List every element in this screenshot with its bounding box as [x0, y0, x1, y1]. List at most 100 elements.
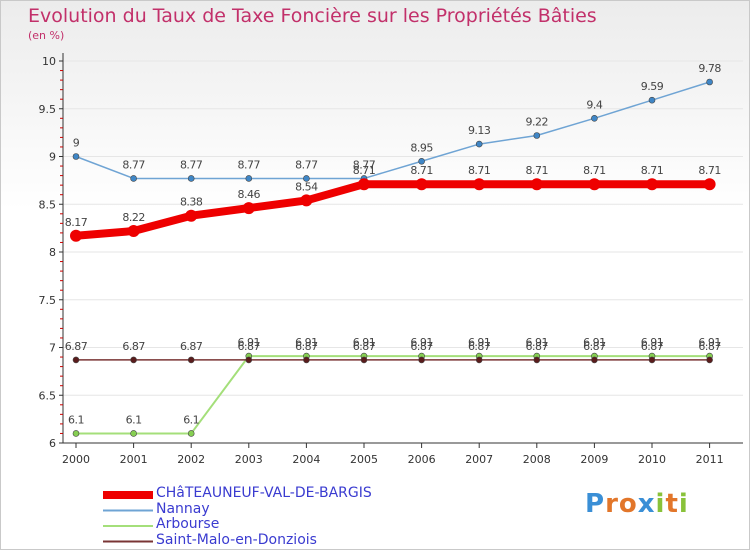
- data-point: [475, 356, 483, 364]
- data-label: 6.87: [410, 340, 433, 353]
- data-label: 6.91: [353, 336, 376, 349]
- data-label: 8.77: [295, 158, 318, 171]
- data-point: [588, 178, 601, 191]
- data-label: 8.77: [353, 158, 376, 171]
- data-label: 9.4: [586, 98, 602, 111]
- data-label: 9: [73, 137, 80, 150]
- data-point: [303, 175, 310, 182]
- data-label: 8.71: [583, 164, 606, 177]
- data-point: [591, 115, 598, 122]
- data-label: 6.91: [410, 336, 433, 349]
- data-point: [130, 356, 137, 364]
- data-label: 8.54: [295, 180, 318, 193]
- data-point: [415, 178, 428, 191]
- x-tick-label: 2004: [292, 453, 320, 466]
- legend-label: Saint-Malo-en-Donziois: [156, 531, 317, 548]
- y-tick-label: 9: [49, 151, 56, 164]
- data-label: 8.38: [180, 196, 203, 209]
- data-label: 6.91: [583, 336, 606, 349]
- data-point: [72, 356, 80, 364]
- data-label: 6.87: [295, 340, 318, 353]
- y-tick-label: 6: [49, 437, 56, 450]
- data-point: [533, 356, 541, 364]
- data-label: 6.87: [353, 340, 376, 353]
- data-point: [72, 153, 80, 160]
- proxiti-logo: Proxiti: [585, 489, 689, 519]
- data-label: 6.87: [122, 340, 145, 353]
- data-point: [187, 175, 195, 182]
- data-point: [127, 224, 140, 237]
- y-tick-label: 8.5: [39, 198, 57, 211]
- data-label: 9.13: [468, 124, 491, 137]
- data-point: [187, 430, 195, 437]
- data-label: 8.17: [65, 216, 88, 229]
- data-point: [591, 356, 598, 364]
- data-label: 8.71: [698, 164, 721, 177]
- data-label: 6.91: [295, 336, 318, 349]
- data-label: 6.87: [526, 340, 549, 353]
- data-label: 6.87: [238, 340, 261, 353]
- y-tick-label: 7.5: [39, 294, 57, 307]
- data-point: [418, 356, 425, 364]
- data-label: 6.1: [126, 413, 142, 426]
- data-label: 8.77: [180, 158, 203, 171]
- data-point: [300, 194, 313, 207]
- x-tick-label: 2005: [350, 453, 378, 466]
- data-point: [130, 430, 137, 437]
- y-tick-label: 7: [49, 342, 56, 355]
- data-label: 6.87: [698, 340, 721, 353]
- data-point: [360, 356, 368, 364]
- data-label: 6.91: [641, 336, 664, 349]
- data-label: 8.71: [410, 164, 433, 177]
- data-point: [475, 140, 483, 148]
- data-point: [533, 132, 541, 139]
- x-tick-label: 2010: [638, 453, 666, 466]
- data-label: 6.91: [468, 336, 491, 349]
- data-point: [185, 209, 198, 222]
- x-tick-label: 2007: [465, 453, 493, 466]
- data-label: 6.87: [180, 340, 203, 353]
- data-label: 6.1: [183, 413, 199, 426]
- data-point: [648, 356, 656, 364]
- data-point: [358, 178, 370, 191]
- y-tick-label: 9.5: [39, 103, 57, 116]
- data-label: 8.71: [468, 164, 491, 177]
- x-tick-label: 2008: [523, 453, 551, 466]
- data-point: [130, 175, 137, 182]
- data-label: 6.87: [583, 340, 606, 353]
- data-label: 8.95: [410, 141, 433, 154]
- data-label: 8.46: [238, 188, 261, 201]
- data-label: 6.87: [468, 340, 491, 353]
- x-tick-label: 2006: [408, 453, 436, 466]
- legend-label: Arbourse: [156, 516, 220, 532]
- series-line: [72, 180, 714, 240]
- data-label: 9.59: [641, 80, 664, 93]
- data-label: 6.87: [65, 340, 88, 353]
- data-point: [187, 356, 195, 364]
- x-tick-label: 2000: [62, 453, 90, 466]
- y-tick-label: 6.5: [39, 389, 57, 402]
- data-label: 8.71: [526, 164, 549, 177]
- data-label: 6.91: [526, 336, 549, 349]
- data-point: [72, 430, 80, 437]
- chart-unit: (en %): [28, 29, 65, 42]
- data-label: 6.87: [641, 340, 664, 353]
- y-tick-label: 8: [49, 246, 56, 259]
- x-tick-label: 2003: [235, 453, 263, 466]
- legend-label: Nannay: [156, 500, 210, 517]
- data-point: [530, 178, 543, 191]
- data-point: [245, 175, 253, 182]
- data-point: [70, 229, 82, 242]
- data-point: [242, 202, 255, 215]
- data-point: [245, 356, 253, 364]
- chart-title: Evolution du Taux de Taxe Foncière sur l…: [28, 5, 597, 27]
- data-point: [706, 356, 713, 364]
- data-label: 6.91: [698, 336, 721, 349]
- data-point: [706, 78, 713, 86]
- data-label: 8.77: [238, 158, 261, 171]
- data-point: [418, 157, 425, 165]
- data-point: [473, 178, 486, 191]
- series-line: [75, 81, 711, 180]
